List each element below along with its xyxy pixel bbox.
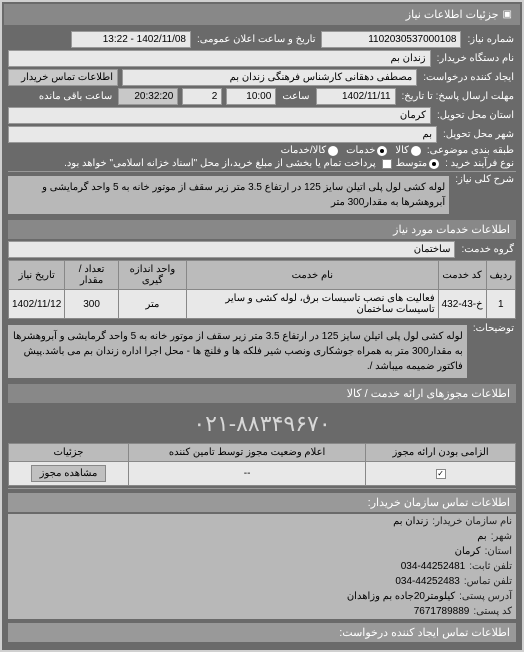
c-org: زندان بم	[393, 516, 428, 527]
buyer-org-label: نام دستگاه خریدار:	[435, 53, 516, 64]
th-unit: واحد اندازه گیری	[118, 261, 186, 290]
cat-label: طبقه بندی موضوعی:	[425, 145, 516, 156]
c-prov: کرمان	[455, 546, 481, 557]
need-no-label: شماره نیاز:	[465, 34, 516, 45]
th-code: کد خدمت	[438, 261, 486, 290]
services-header: اطلاعات خدمات مورد نیاز	[8, 220, 516, 239]
announce-value: 1402/11/08 - 13:22	[71, 31, 191, 48]
days-remain: 2	[182, 88, 222, 105]
deadline-time-label: ساعت	[280, 91, 311, 102]
panel-title: جزئیات اطلاعات نیاز	[406, 8, 499, 21]
mandatory-checkbox	[436, 469, 446, 479]
time-remain: 20:32:20	[118, 88, 178, 105]
expand-icon[interactable]: ▣	[503, 9, 512, 20]
need-no-value: 1102030537000108	[321, 31, 461, 48]
buy-type-label: نوع فرآیند خرید :	[443, 158, 516, 169]
contact-info-link[interactable]: اطلاعات تماس خریدار	[8, 69, 118, 86]
province-label: استان محل تحویل:	[435, 110, 516, 121]
auth-header: اطلاعات مجوزهای ارائه خدمت / کالا	[8, 384, 516, 403]
requester-value: مصطفی دهقانی کارشناس فرهنگی زندان بم	[122, 69, 417, 86]
explain-text: لوله کشی لول پلی اتیلن سایز 125 در ارتفا…	[8, 325, 467, 378]
radio-kala[interactable]	[411, 146, 421, 156]
group-label: گروه خدمت:	[459, 244, 516, 255]
phone-watermark: ۰۲۱-۸۸۳۴۹۶۷۰	[8, 405, 516, 443]
table-row: 1 خ-43-432 فعالیت های نصب تاسیسات برق، ل…	[9, 290, 516, 319]
c-addr-label: آدرس پستی:	[459, 591, 512, 602]
th-qty: تعداد / مقدار	[65, 261, 119, 290]
c-city: بم	[477, 531, 486, 542]
c-fax: 034-44252483	[395, 576, 460, 587]
c-org-label: نام سازمان خریدار:	[432, 516, 512, 527]
buyer-org-value: زندان بم	[8, 50, 431, 67]
category-radio-group: کالا خدمات کالا/خدمات	[281, 145, 421, 156]
auth-row: -- مشاهده مجوز	[9, 462, 516, 486]
deadline-label: مهلت ارسال پاسخ: تا تاریخ:	[400, 91, 516, 102]
province-value: کرمان	[8, 107, 431, 124]
panel-header: ▣ جزئیات اطلاعات نیاز	[4, 4, 520, 25]
deadline-date: 1402/11/11	[316, 88, 396, 105]
req-contact-header: اطلاعات تماس ایجاد کننده درخواست:	[8, 623, 516, 642]
th-name: نام خدمت	[186, 261, 438, 290]
c-post-label: کد پستی:	[473, 606, 512, 617]
city-label: شهر محل تحویل:	[441, 129, 516, 140]
c-addr: کیلومتر20جاده بم وزاهدان	[347, 591, 455, 602]
services-table: ردیف کد خدمت نام خدمت واحد اندازه گیری ت…	[8, 260, 516, 319]
group-value: ساختمان	[8, 241, 455, 258]
buy-type-group: متوسط	[396, 158, 439, 169]
auth-th-status: اعلام وضعیت مجوز توسط تامین کننده	[128, 444, 365, 462]
announce-label: تاریخ و ساعت اعلان عمومی:	[195, 34, 318, 45]
c-prov-label: استان:	[485, 546, 512, 557]
c-fax-label: تلفن تماس:	[464, 576, 512, 587]
auth-th-mandatory: الزامی بودن ارائه مجوز	[366, 444, 516, 462]
desc-label: شرح کلی نیاز:	[453, 174, 516, 185]
buy-type-note: پرداخت تمام یا بخشی از مبلغ خرید،از محل …	[8, 158, 378, 169]
c-phone: 034-44252481	[401, 561, 466, 572]
contact-header: اطلاعات تماس سازمان خریدار:	[8, 493, 516, 512]
c-city-label: شهر:	[491, 531, 512, 542]
radio-mid[interactable]	[429, 159, 439, 169]
treasury-checkbox[interactable]	[382, 159, 392, 169]
auth-th-details: جزئیات	[9, 444, 129, 462]
deadline-time: 10:00	[226, 88, 276, 105]
auth-table: الزامی بودن ارائه مجوز اعلام وضعیت مجوز …	[8, 443, 516, 486]
city-value: بم	[8, 126, 437, 143]
radio-khadamat[interactable]	[377, 146, 387, 156]
desc-text: لوله کشی لول پلی اتیلن سایز 125 در ارتفا…	[8, 176, 449, 214]
view-permit-button[interactable]: مشاهده مجوز	[31, 465, 107, 482]
c-phone-label: تلفن ثابت:	[469, 561, 512, 572]
radio-both[interactable]	[328, 146, 338, 156]
time-remain-label: ساعت باقی مانده	[37, 91, 114, 102]
requester-label: ایجاد کننده درخواست:	[421, 72, 516, 83]
c-post: 7671789889	[414, 606, 470, 617]
th-row: ردیف	[486, 261, 515, 290]
th-date: تاریخ نیاز	[9, 261, 65, 290]
explain-label: توضیحات:	[471, 323, 516, 334]
